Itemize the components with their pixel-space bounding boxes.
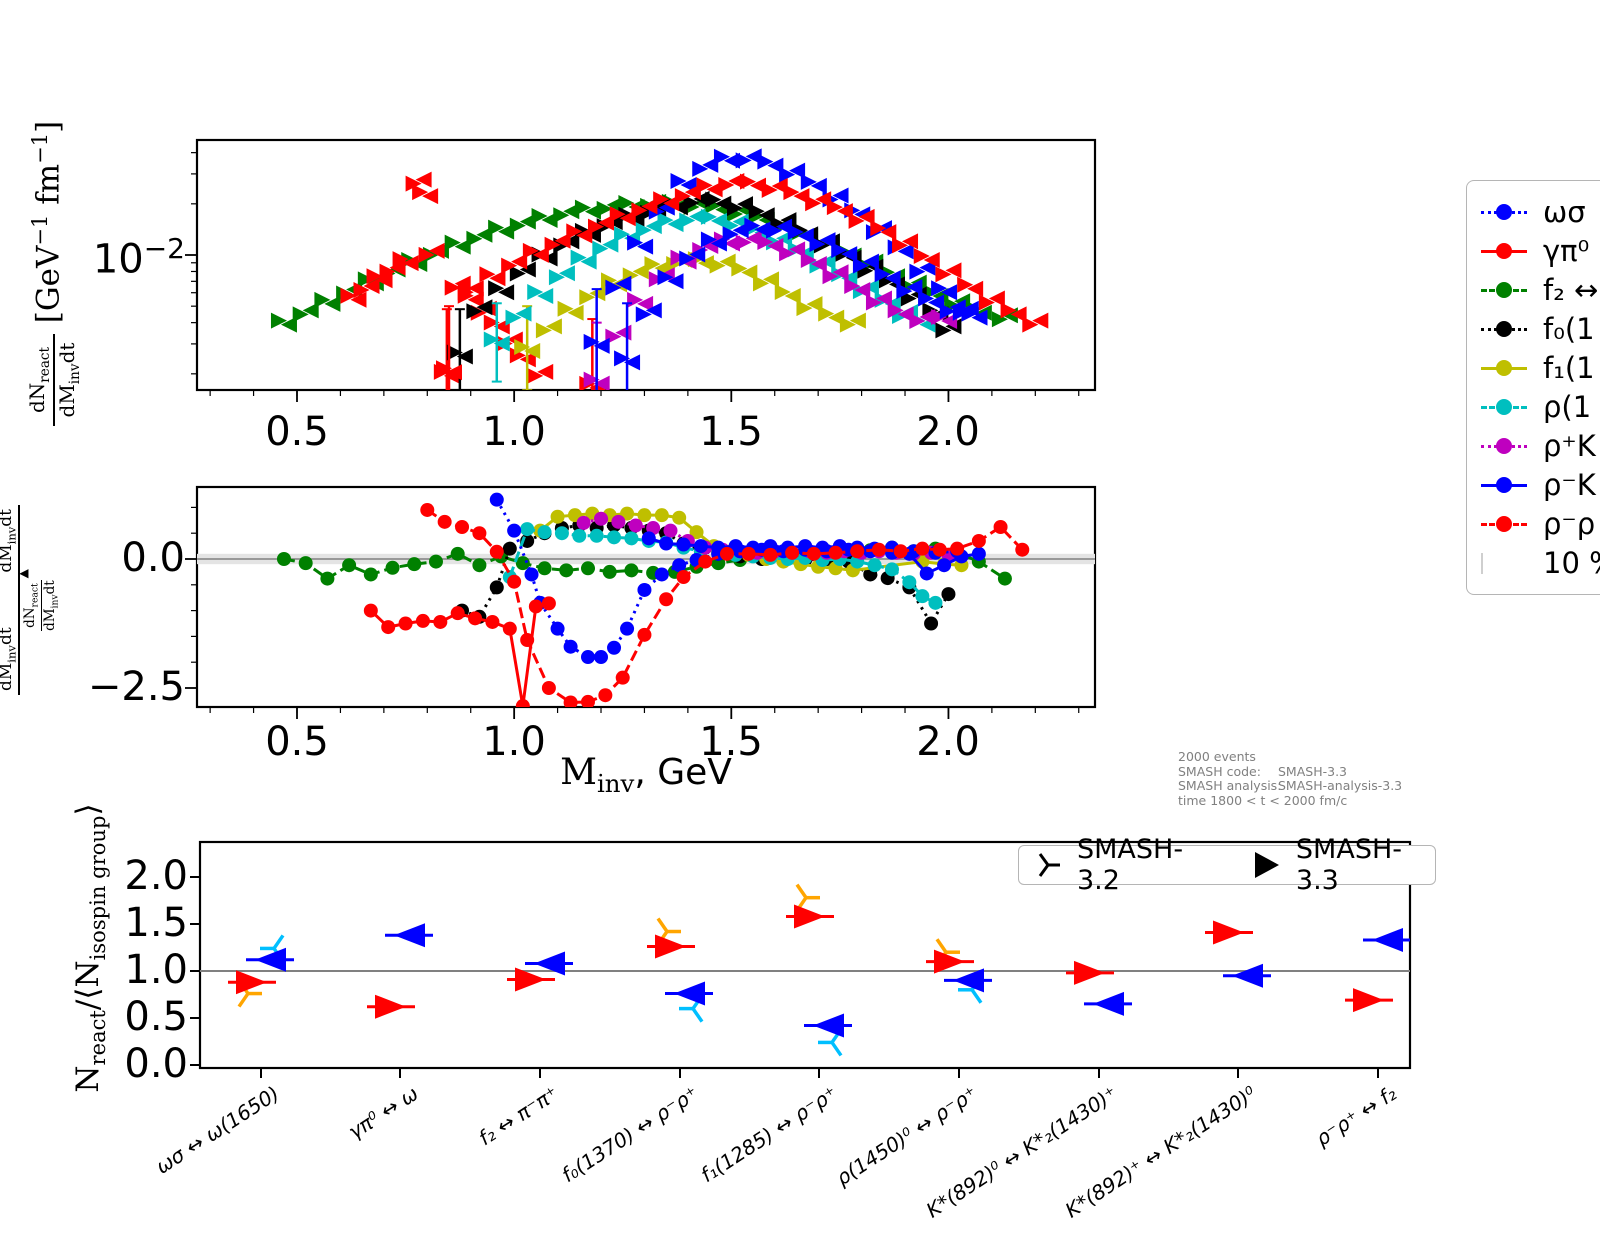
mid-ylabel-numerator: dMinvdt dMinvdt (0, 509, 19, 691)
ratio-smash-3-3-forward (228, 904, 1393, 1019)
bot-y-ticklabel-1: 1.5 (124, 900, 188, 946)
legend-item-rho-plus-K: ρ⁺K (1481, 431, 1600, 461)
series-legend: ωσ γπ⁰ f₂ ↔ f₀(1 f₁(1 ρ(1 ρ⁺K ρ⁻K ρ⁻ρ 10… (1466, 180, 1600, 595)
xaxis-title: Minv, GeV (560, 752, 732, 799)
bot-y-ticklabel-2: 1.0 (124, 947, 188, 993)
circle-marker-icon (1496, 360, 1512, 376)
legend-item-10-percent-band: 10 % (1481, 548, 1600, 578)
metadata-events: 2000 events (1178, 749, 1256, 764)
version-legend: SMASH-3.2 SMASH-3.3 (1018, 834, 1436, 896)
bot-y-ticklabel-3: 0.5 (124, 994, 188, 1040)
ratio-smash-3-3-backward (246, 923, 1410, 1038)
middle-panel-series (276, 492, 1030, 707)
legend-item-rho-rho: ρ⁻ρ (1481, 509, 1600, 539)
top-x-ticklabel-1: 1.0 (482, 409, 546, 455)
spectrum-series-rho_minus_K (614, 217, 988, 390)
smash-33-marker-icon (1254, 852, 1279, 878)
mid-x-ticklabel-0: 0.5 (265, 719, 329, 765)
top-ylabel-fraction: dNreact dMinvdt (25, 334, 83, 426)
circle-marker-icon (1496, 282, 1512, 298)
metadata-code: SMASH code: SMASH-3.3 (1178, 763, 1347, 779)
mid-x-ticklabel-1: 1.0 (482, 719, 546, 765)
metadata-analysis: SMASH analysis:SMASH-analysis-3.3 (1178, 778, 1403, 793)
legend-item-gamma-pi0: γπ⁰ (1481, 236, 1600, 266)
legend-item-rho-minus-K: ρ⁻K (1481, 470, 1600, 500)
top-x-ticklabel-0: 0.5 (265, 409, 329, 455)
run-metadata: 2000 events SMASH code: SMASH-3.3 SMASH a… (1178, 749, 1403, 808)
smash-32-marker-icon (1038, 853, 1060, 877)
deviation-series-gamma_pi0 (363, 596, 556, 707)
circle-marker-icon (1496, 321, 1512, 337)
top-ylabel-numerator: dNreact (25, 346, 53, 414)
ratio-smash-3-2-backward (260, 934, 983, 1057)
top-panel-series (270, 148, 1049, 390)
bot-y-ticklabel-0: 2.0 (124, 853, 188, 899)
legend-item-omega-sigma: ωσ (1481, 197, 1600, 227)
mid-y-ticklabel-0: 0.0 (121, 535, 185, 581)
circle-marker-icon (1496, 477, 1512, 493)
mid-x-ticklabel-3: 2.0 (916, 719, 980, 765)
metadata-time: time 1800 < t < 2000 fm/c (1178, 792, 1348, 808)
units-text: [GeV (30, 245, 67, 324)
circle-marker-icon (1496, 438, 1512, 454)
middle-panel (195, 485, 1097, 709)
spectrum-series-rho_plus_K (583, 230, 958, 390)
top-panel (195, 138, 1097, 392)
ratio-smash-3-2-forward (237, 883, 960, 1008)
circle-marker-icon (1496, 243, 1512, 259)
band-patch-icon (1481, 552, 1483, 574)
spectrum-series-rho_rho (436, 173, 1049, 390)
mid-y-ticklabel-1: −2.5 (87, 664, 185, 710)
legend-item-f0-1370: f₀(1 (1481, 314, 1600, 344)
legend-item-f2: f₂ ↔ (1481, 275, 1600, 305)
top-ylabel-units: [GeV−1 fm−1] (28, 120, 67, 324)
figure-canvas (185, 138, 1412, 1078)
mid-ylabel-denominator: dNreact dMinvdt ▲ (16, 569, 61, 631)
bot-y-ticklabel-4: 0.0 (124, 1041, 188, 1087)
circle-marker-icon (1496, 204, 1512, 220)
legend-item-rho-1450: ρ(1 (1481, 392, 1600, 422)
figure-root: { "colors":{"blue":"#0000ff","red":"#ff0… (0, 120, 1600, 1223)
legend-item-f1-1285: f₁(1 (1481, 353, 1600, 383)
top-ylabel-denominator: dMinvdt (55, 342, 83, 418)
smash-32-label: SMASH-3.2 (1077, 834, 1184, 896)
smash-33-label: SMASH-3.3 (1295, 834, 1403, 896)
top-x-ticklabel-2: 1.5 (699, 409, 763, 455)
reference-marker-icon: ▲ (16, 569, 31, 579)
circle-marker-icon (1496, 399, 1512, 415)
circle-marker-icon (1496, 516, 1512, 532)
bottom-panel (198, 840, 1412, 1070)
deviation-series-rho_rho (420, 502, 1030, 707)
top-y-ticklabel: 10−2 (92, 232, 185, 283)
top-x-ticklabel-3: 2.0 (916, 409, 980, 455)
mid-x-ticklabel-2: 1.5 (699, 719, 763, 765)
bottom-panel-series (228, 883, 1410, 1057)
mid-ylabel: dMinvdt dMinvdt dNreact dMinvdt ▲ (0, 505, 74, 695)
